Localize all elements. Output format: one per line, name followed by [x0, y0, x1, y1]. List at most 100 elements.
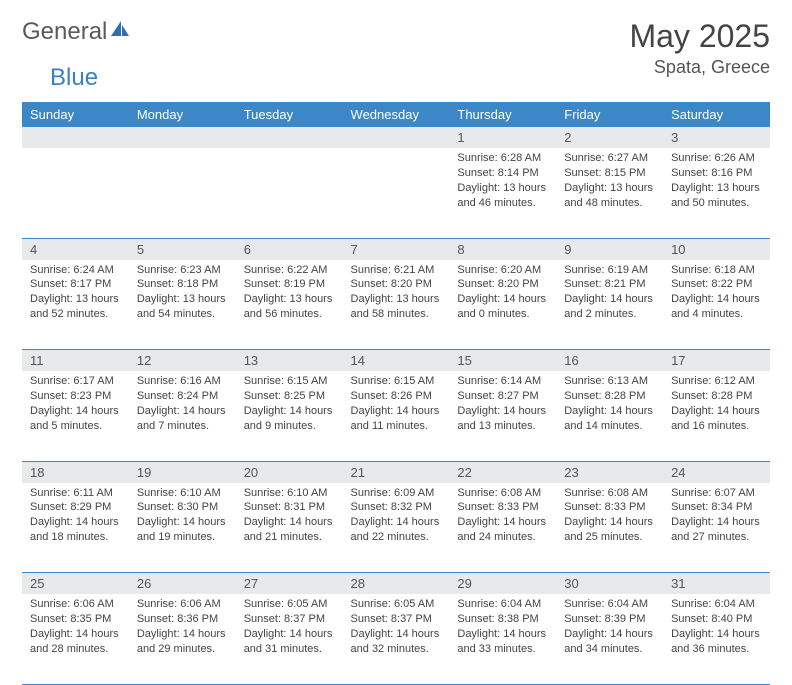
- day-number-cell: 21: [343, 461, 450, 483]
- title-block: May 2025 Spata, Greece: [629, 18, 770, 78]
- weekday-header: Saturday: [663, 102, 770, 127]
- daylight-line: Daylight: 14 hours and 11 minutes.: [351, 404, 442, 434]
- location: Spata, Greece: [629, 57, 770, 78]
- day-cell: Sunrise: 6:05 AMSunset: 8:37 PMDaylight:…: [343, 594, 450, 684]
- daylight-line: Daylight: 14 hours and 27 minutes.: [671, 515, 762, 545]
- daylight-line: Daylight: 14 hours and 7 minutes.: [137, 404, 228, 434]
- sunset-line: Sunset: 8:20 PM: [351, 277, 442, 292]
- sunrise-line: Sunrise: 6:18 AM: [671, 263, 762, 278]
- day-cell: Sunrise: 6:08 AMSunset: 8:33 PMDaylight:…: [449, 483, 556, 573]
- sunrise-line: Sunrise: 6:10 AM: [137, 486, 228, 501]
- sunrise-line: Sunrise: 6:17 AM: [30, 374, 121, 389]
- day-cell: Sunrise: 6:19 AMSunset: 8:21 PMDaylight:…: [556, 260, 663, 350]
- day-number-cell: 20: [236, 461, 343, 483]
- daylight-line: Daylight: 13 hours and 46 minutes.: [457, 181, 548, 211]
- day-content-row: Sunrise: 6:17 AMSunset: 8:23 PMDaylight:…: [22, 371, 770, 461]
- day-number-cell: 22: [449, 461, 556, 483]
- day-cell: Sunrise: 6:26 AMSunset: 8:16 PMDaylight:…: [663, 148, 770, 238]
- day-cell: Sunrise: 6:24 AMSunset: 8:17 PMDaylight:…: [22, 260, 129, 350]
- sunrise-line: Sunrise: 6:22 AM: [244, 263, 335, 278]
- sunrise-line: Sunrise: 6:06 AM: [137, 597, 228, 612]
- day-number-cell: 28: [343, 573, 450, 595]
- weekday-header-row: Sunday Monday Tuesday Wednesday Thursday…: [22, 102, 770, 127]
- sunrise-line: Sunrise: 6:04 AM: [671, 597, 762, 612]
- brand-text-1: General: [22, 18, 107, 46]
- day-number-cell: 15: [449, 350, 556, 372]
- daylight-line: Daylight: 14 hours and 9 minutes.: [244, 404, 335, 434]
- day-cell: Sunrise: 6:21 AMSunset: 8:20 PMDaylight:…: [343, 260, 450, 350]
- day-number-cell: [129, 127, 236, 148]
- sunset-line: Sunset: 8:24 PM: [137, 389, 228, 404]
- day-number-cell: 30: [556, 573, 663, 595]
- day-number-cell: 12: [129, 350, 236, 372]
- daylight-line: Daylight: 14 hours and 29 minutes.: [137, 627, 228, 657]
- daylight-line: Daylight: 14 hours and 31 minutes.: [244, 627, 335, 657]
- day-number-cell: 14: [343, 350, 450, 372]
- daylight-line: Daylight: 14 hours and 28 minutes.: [30, 627, 121, 657]
- sunrise-line: Sunrise: 6:27 AM: [564, 151, 655, 166]
- sunrise-line: Sunrise: 6:10 AM: [244, 486, 335, 501]
- day-cell: Sunrise: 6:08 AMSunset: 8:33 PMDaylight:…: [556, 483, 663, 573]
- daylight-line: Daylight: 14 hours and 24 minutes.: [457, 515, 548, 545]
- day-cell: Sunrise: 6:13 AMSunset: 8:28 PMDaylight:…: [556, 371, 663, 461]
- day-cell: Sunrise: 6:22 AMSunset: 8:19 PMDaylight:…: [236, 260, 343, 350]
- day-cell: Sunrise: 6:27 AMSunset: 8:15 PMDaylight:…: [556, 148, 663, 238]
- sunset-line: Sunset: 8:28 PM: [671, 389, 762, 404]
- daylight-line: Daylight: 14 hours and 34 minutes.: [564, 627, 655, 657]
- calendar-body: 123Sunrise: 6:28 AMSunset: 8:14 PMDaylig…: [22, 127, 770, 684]
- sunset-line: Sunset: 8:33 PM: [457, 500, 548, 515]
- day-cell: [22, 148, 129, 238]
- day-cell: [343, 148, 450, 238]
- day-cell: Sunrise: 6:04 AMSunset: 8:39 PMDaylight:…: [556, 594, 663, 684]
- day-content-row: Sunrise: 6:28 AMSunset: 8:14 PMDaylight:…: [22, 148, 770, 238]
- day-number-cell: 23: [556, 461, 663, 483]
- sunrise-line: Sunrise: 6:21 AM: [351, 263, 442, 278]
- day-cell: Sunrise: 6:07 AMSunset: 8:34 PMDaylight:…: [663, 483, 770, 573]
- daylight-line: Daylight: 14 hours and 5 minutes.: [30, 404, 121, 434]
- day-cell: Sunrise: 6:14 AMSunset: 8:27 PMDaylight:…: [449, 371, 556, 461]
- sunrise-line: Sunrise: 6:23 AM: [137, 263, 228, 278]
- sunrise-line: Sunrise: 6:05 AM: [244, 597, 335, 612]
- sunset-line: Sunset: 8:22 PM: [671, 277, 762, 292]
- daylight-line: Daylight: 13 hours and 58 minutes.: [351, 292, 442, 322]
- sunrise-line: Sunrise: 6:15 AM: [244, 374, 335, 389]
- weekday-header: Friday: [556, 102, 663, 127]
- sunset-line: Sunset: 8:29 PM: [30, 500, 121, 515]
- day-number-cell: [236, 127, 343, 148]
- sunset-line: Sunset: 8:20 PM: [457, 277, 548, 292]
- day-number-cell: 8: [449, 238, 556, 260]
- weekday-header: Sunday: [22, 102, 129, 127]
- calendar-table: Sunday Monday Tuesday Wednesday Thursday…: [22, 102, 770, 685]
- month-title: May 2025: [629, 18, 770, 55]
- daylight-line: Daylight: 13 hours and 56 minutes.: [244, 292, 335, 322]
- day-number-cell: 31: [663, 573, 770, 595]
- daylight-line: Daylight: 14 hours and 4 minutes.: [671, 292, 762, 322]
- sunset-line: Sunset: 8:16 PM: [671, 166, 762, 181]
- sunset-line: Sunset: 8:34 PM: [671, 500, 762, 515]
- weekday-header: Thursday: [449, 102, 556, 127]
- day-content-row: Sunrise: 6:06 AMSunset: 8:35 PMDaylight:…: [22, 594, 770, 684]
- day-number-cell: 24: [663, 461, 770, 483]
- day-number-cell: 13: [236, 350, 343, 372]
- day-number-cell: 26: [129, 573, 236, 595]
- day-number-cell: 18: [22, 461, 129, 483]
- sunrise-line: Sunrise: 6:04 AM: [457, 597, 548, 612]
- sunset-line: Sunset: 8:39 PM: [564, 612, 655, 627]
- calendar-page: General May 2025 Spata, Greece Blue Sund…: [0, 0, 792, 685]
- day-number-cell: 6: [236, 238, 343, 260]
- weekday-header: Wednesday: [343, 102, 450, 127]
- sunrise-line: Sunrise: 6:13 AM: [564, 374, 655, 389]
- day-cell: Sunrise: 6:09 AMSunset: 8:32 PMDaylight:…: [343, 483, 450, 573]
- sunrise-line: Sunrise: 6:26 AM: [671, 151, 762, 166]
- sunrise-line: Sunrise: 6:09 AM: [351, 486, 442, 501]
- day-number-cell: 10: [663, 238, 770, 260]
- sunset-line: Sunset: 8:30 PM: [137, 500, 228, 515]
- daylight-line: Daylight: 14 hours and 16 minutes.: [671, 404, 762, 434]
- day-number-cell: 25: [22, 573, 129, 595]
- day-number-cell: 9: [556, 238, 663, 260]
- sunset-line: Sunset: 8:33 PM: [564, 500, 655, 515]
- sunrise-line: Sunrise: 6:04 AM: [564, 597, 655, 612]
- day-cell: Sunrise: 6:06 AMSunset: 8:36 PMDaylight:…: [129, 594, 236, 684]
- day-cell: Sunrise: 6:11 AMSunset: 8:29 PMDaylight:…: [22, 483, 129, 573]
- day-cell: Sunrise: 6:15 AMSunset: 8:26 PMDaylight:…: [343, 371, 450, 461]
